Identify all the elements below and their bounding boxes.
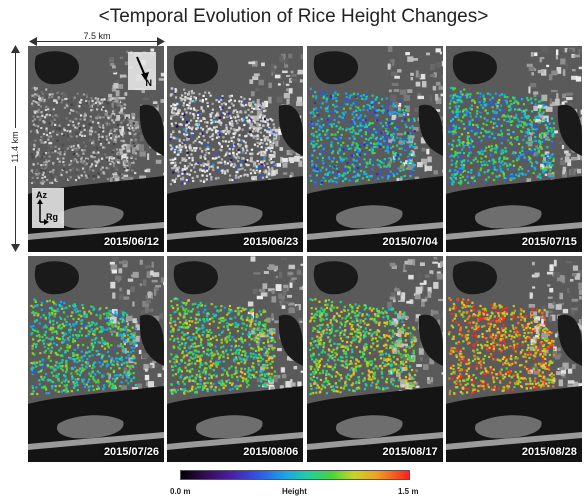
figure-title: <Temporal Evolution of Rice Height Chang… <box>98 6 489 27</box>
range-label: Rg <box>46 212 58 222</box>
horizontal-dimension-label: 7.5 km <box>80 31 114 41</box>
sar-image <box>167 46 304 252</box>
height-colorbar <box>180 470 410 480</box>
sar-image <box>445 256 582 462</box>
colorbar-mid-label: Height <box>282 487 307 496</box>
sar-image <box>306 46 443 252</box>
sar-image-panel: 2015/06/23 <box>167 46 304 252</box>
panel-date-label: 2015/07/04 <box>382 236 438 248</box>
sar-image-panel: 2015/07/04 <box>306 46 443 252</box>
panel-date-label: 2015/08/17 <box>382 446 438 458</box>
sar-image <box>167 256 304 462</box>
panel-date-label: 2015/08/28 <box>521 446 577 458</box>
panel-date-label: 2015/07/26 <box>103 446 159 458</box>
vertical-dimension: 11.4 km <box>6 45 20 252</box>
sar-image-panel: 2015/08/17 <box>306 256 443 462</box>
panel-date-label: 2015/06/23 <box>243 236 299 248</box>
panel-date-label: 2015/08/06 <box>243 446 299 458</box>
sar-image <box>28 256 164 462</box>
image-grid: 2015/06/12 N Az Rg 2015/06/23 2015/07/04 2015/… <box>28 46 582 462</box>
sar-image-panel: 2015/08/28 <box>445 256 582 462</box>
sar-image-panel: 2015/06/12 N Az Rg <box>28 46 164 252</box>
horizontal-dimension: 7.5 km <box>29 31 165 48</box>
panel-date-label: 2015/06/12 <box>103 236 159 248</box>
sar-image-panel: 2015/07/26 <box>28 256 164 462</box>
sar-image <box>445 46 582 252</box>
sar-image <box>306 256 443 462</box>
azimuth-label: Az <box>36 190 47 200</box>
sar-image-panel: 2015/08/06 <box>167 256 304 462</box>
north-arrow: N <box>128 52 156 90</box>
colorbar-min-label: 0.0 m <box>170 487 191 496</box>
north-label: N <box>145 78 153 88</box>
vertical-dimension-label: 11.4 km <box>10 128 20 166</box>
sar-image-panel: 2015/07/15 <box>445 46 582 252</box>
panel-date-label: 2015/07/15 <box>521 236 577 248</box>
azimuth-range-indicator: Az Rg <box>32 188 64 228</box>
colorbar-max-label: 1.5 m <box>398 487 419 496</box>
